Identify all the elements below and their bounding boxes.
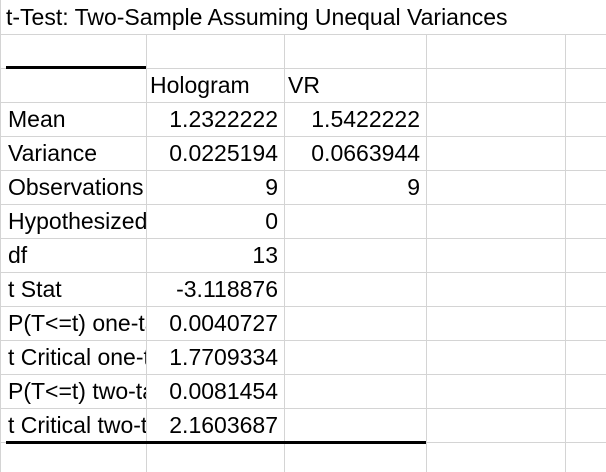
cell-p-one-tail-hologram[interactable]: 0.0040727 [169,310,278,336]
row-label-df[interactable]: df [8,242,28,268]
cell-hypothesized-hologram[interactable]: 0 [265,208,278,234]
table-title[interactable]: t-Test: Two-Sample Assuming Unequal Vari… [6,0,588,34]
row-label-mean[interactable]: Mean [8,106,66,132]
cell-t-critical-two-tail-vr[interactable] [284,408,426,442]
cell-mean-hologram[interactable]: 1.2322222 [169,106,278,132]
gridline [426,0,427,472]
gridline [0,102,606,103]
gridline [0,340,606,341]
row-label-t-critical-two-tail[interactable]: t Critical two-tail [8,412,146,438]
cell-t-stat-vr[interactable] [284,272,426,306]
gridline [284,0,285,472]
cell-t-critical-two-tail-hologram[interactable]: 2.1603687 [169,412,278,438]
gridline [0,272,606,273]
cell-t-critical-one-tail-vr[interactable] [284,340,426,374]
gridline [0,306,606,307]
row-label-p-one-tail[interactable]: P(T<=t) one-tail [8,310,146,336]
cell-p-two-tail-vr[interactable] [284,374,426,408]
row-label-observations[interactable]: Observations [8,174,144,200]
gridline [0,0,1,472]
cell-variance-hologram[interactable]: 0.0225194 [169,140,278,166]
table-top-rule [6,66,146,69]
cell-mean-vr[interactable]: 1.5422222 [311,106,420,132]
gridline [0,136,606,137]
gridline [0,68,606,69]
row-label-t-stat[interactable]: t Stat [8,276,62,302]
gridline [0,238,606,239]
gridline [0,34,606,35]
gridline [146,0,147,472]
row-label-p-two-tail[interactable]: P(T<=t) two-tail [8,378,146,404]
cell-df-hologram[interactable]: 13 [252,242,278,268]
row-label-variance[interactable]: Variance [8,140,98,166]
cell-hypothesized-vr[interactable] [284,204,426,238]
header-cell-hologram[interactable]: Hologram [150,72,250,98]
cell-observations-vr[interactable]: 9 [407,174,420,200]
gridline [0,408,606,409]
gridline [0,374,606,375]
header-cell-vr[interactable]: VR [288,72,320,98]
gridline [0,204,606,205]
header-cell-empty[interactable] [8,68,146,102]
gridline [0,170,606,171]
cell-t-stat-hologram[interactable]: -3.118876 [176,276,278,302]
cell-p-one-tail-vr[interactable] [284,306,426,340]
gridline [565,0,566,472]
cell-df-vr[interactable] [284,238,426,272]
row-label-t-critical-one-tail[interactable]: t Critical one-tail [8,344,146,370]
table-bottom-rule [6,441,426,444]
cell-variance-vr[interactable]: 0.0663944 [311,140,420,166]
row-label-hypothesized-mean-difference[interactable]: Hypothesized Mean Difference [8,208,146,234]
cell-observations-hologram[interactable]: 9 [265,174,278,200]
cell-p-two-tail-hologram[interactable]: 0.0081454 [169,378,278,404]
cell-t-critical-one-tail-hologram[interactable]: 1.7709334 [169,344,278,370]
